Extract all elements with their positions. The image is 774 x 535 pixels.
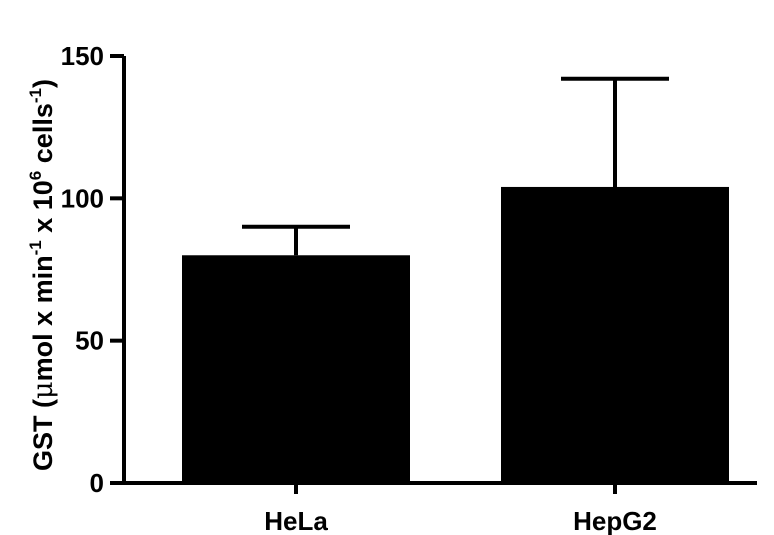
y-axis-title: GST (μmol x min-1 x 106 cells-1) bbox=[26, 79, 59, 471]
svg-text:GST (μmol x min-1 x 106 cells-: GST (μmol x min-1 x 106 cells-1) bbox=[26, 79, 59, 471]
y-tick-label: 150 bbox=[61, 41, 104, 71]
ylabel-prefix: GST ( bbox=[28, 399, 58, 471]
x-tick-label: HepG2 bbox=[573, 506, 657, 535]
x-tick-label: HeLa bbox=[264, 506, 328, 535]
y-tick-label: 50 bbox=[75, 326, 104, 356]
bar-hepg2 bbox=[501, 186, 729, 484]
ylabel-exp2: 6 bbox=[26, 171, 45, 180]
ylabel-mol: mol x min bbox=[28, 255, 58, 381]
bar-hela bbox=[182, 255, 410, 483]
ylabel-mu: μ bbox=[28, 381, 59, 399]
plot-area: HeLa HepG2 0 50 100 150 bbox=[61, 41, 757, 535]
y-tick-label: 0 bbox=[90, 468, 104, 498]
ylabel-mid: x 10 bbox=[28, 180, 58, 240]
ylabel-close: ) bbox=[28, 79, 58, 88]
y-tick-label: 100 bbox=[61, 183, 104, 213]
ylabel-exp1: -1 bbox=[26, 240, 45, 255]
ylabel-exp3: -1 bbox=[26, 88, 45, 103]
ylabel-cells: cells bbox=[28, 103, 58, 171]
